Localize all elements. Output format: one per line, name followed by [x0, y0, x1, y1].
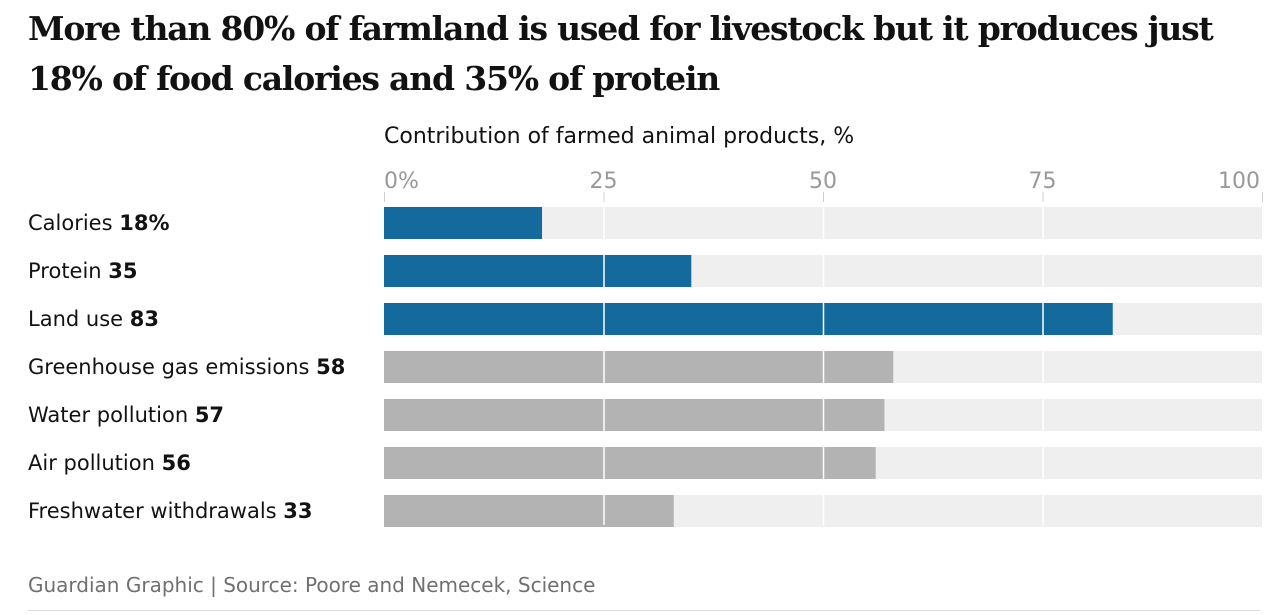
- row-label: Water pollution 57: [28, 403, 224, 427]
- category-name: Land use: [28, 307, 130, 331]
- bar-calories: [384, 207, 543, 239]
- category-name: Greenhouse gas emissions: [28, 355, 316, 379]
- bar-land-use: [384, 303, 1113, 335]
- bar-greenhouse-gas-emissions: [384, 351, 894, 383]
- x-tick-label: 0%: [384, 169, 419, 194]
- row-label: Air pollution 56: [28, 451, 191, 475]
- x-axis-ticks: 0% 25 50 75 100: [384, 169, 1263, 202]
- category-value: 58: [316, 355, 345, 379]
- source-note: Guardian Graphic | Source: Poore and Nem…: [28, 573, 596, 597]
- bar-freshwater-withdrawals: [384, 495, 674, 527]
- category-value: 33: [283, 499, 312, 523]
- headline: More than 80% of farmland is used for li…: [28, 9, 1214, 98]
- bar-protein: [384, 255, 692, 287]
- category-name: Water pollution: [28, 403, 195, 427]
- category-name: Protein: [28, 259, 108, 283]
- bar-rows: Calories 18% Protein 35 Land use 83 Greenho…: [28, 207, 1262, 527]
- row-label: Land use 83: [28, 307, 159, 331]
- category-value: 83: [130, 307, 159, 331]
- chart-subtitle: Contribution of farmed animal products, …: [384, 124, 855, 149]
- bar-water-pollution: [384, 399, 885, 431]
- x-tick-label: 100: [1218, 169, 1260, 194]
- row-label: Greenhouse gas emissions 58: [28, 355, 345, 379]
- x-tick-label: 75: [1029, 169, 1057, 194]
- category-value: 18%: [119, 211, 169, 235]
- gridlines: [603, 207, 1044, 525]
- bar-air-pollution: [384, 447, 876, 479]
- x-tick-label: 25: [590, 169, 618, 194]
- category-value: 57: [195, 403, 224, 427]
- category-name: Calories: [28, 211, 119, 235]
- row-label: Freshwater withdrawals 33: [28, 499, 313, 523]
- category-value: 56: [162, 451, 191, 475]
- category-value: 35: [108, 259, 137, 283]
- row-label: Calories 18%: [28, 211, 169, 235]
- row-label: Protein 35: [28, 259, 138, 283]
- x-tick-label: 50: [809, 169, 837, 194]
- category-name: Freshwater withdrawals: [28, 499, 283, 523]
- bottom-rule: [28, 610, 1260, 611]
- category-name: Air pollution: [28, 451, 162, 475]
